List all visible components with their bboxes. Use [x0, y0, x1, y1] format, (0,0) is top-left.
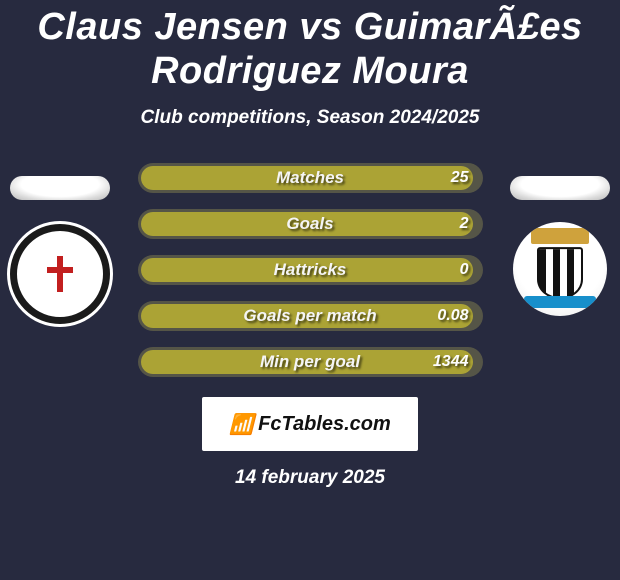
stat-row: Matches25 [138, 163, 483, 193]
brand-text: FcTables.com [258, 413, 391, 436]
right-player-oval [510, 176, 610, 200]
bars-icon: 📶 [229, 412, 254, 437]
stat-label: Goals [138, 209, 483, 239]
comparison-date: 14 february 2025 [0, 467, 620, 489]
stat-label: Goals per match [138, 301, 483, 331]
newcastle-shield-icon [537, 247, 583, 299]
stat-label: Matches [138, 163, 483, 193]
newcastle-castle-icon [531, 228, 589, 244]
fulham-badge-circle [10, 224, 110, 324]
newcastle-banner-icon [524, 296, 596, 308]
newcastle-badge-circle [513, 222, 607, 316]
stat-value: 0 [460, 255, 469, 285]
fctables-logo[interactable]: 📶 FcTables.com [202, 397, 418, 451]
stat-label: Hattricks [138, 255, 483, 285]
stat-label: Min per goal [138, 347, 483, 377]
page-subtitle: Club competitions, Season 2024/2025 [0, 107, 620, 129]
left-club-badge [10, 228, 110, 314]
fulham-cross-icon [47, 256, 73, 292]
stat-value: 25 [451, 163, 469, 193]
stat-row: Hattricks0 [138, 255, 483, 285]
stat-row: Min per goal1344 [138, 347, 483, 377]
right-club-badge [510, 228, 610, 314]
page-title: Claus Jensen vs GuimarÃ£es Rodriguez Mou… [0, 0, 620, 93]
stat-value: 0.08 [437, 301, 468, 331]
left-player-oval [10, 176, 110, 200]
stat-value: 1344 [433, 347, 469, 377]
stat-row: Goals2 [138, 209, 483, 239]
comparison-card: Claus Jensen vs GuimarÃ£es Rodriguez Mou… [0, 0, 620, 580]
stat-row: Goals per match0.08 [138, 301, 483, 331]
stat-value: 2 [460, 209, 469, 239]
